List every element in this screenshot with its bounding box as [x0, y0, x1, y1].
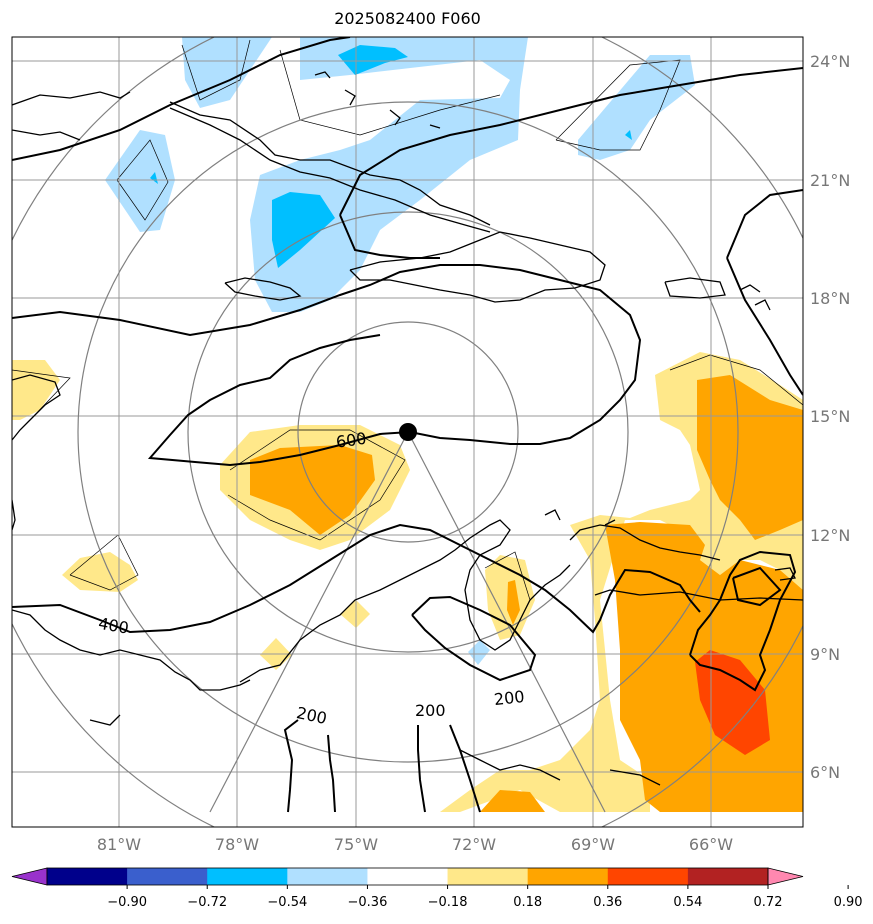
latitude-labels: 24°N 21°N 18°N 15°N 12°N 9°N 6°N: [810, 52, 850, 782]
lat-label-18n: 18°N: [810, 289, 850, 308]
longitude-labels: 81°W 78°W 75°W 72°W 69°W 66°W: [97, 835, 733, 854]
colorbar-tick-label: −0.36: [348, 895, 388, 910]
colorbar-tick-label: −0.18: [428, 895, 468, 910]
lat-label-9n: 9°N: [810, 645, 840, 664]
lon-label-72w: 72°W: [452, 835, 496, 854]
geopotential-contours: [12, 37, 803, 813]
colorbar-segment: [287, 868, 368, 885]
lon-label-81w: 81°W: [97, 835, 141, 854]
lon-label-66w: 66°W: [689, 835, 733, 854]
lat-label-24n: 24°N: [810, 52, 850, 71]
colorbar-tick-label: −0.72: [187, 895, 227, 910]
colorbar-segment: [127, 868, 208, 885]
colorbar-extend-high: [767, 867, 804, 886]
colorbar-tick-label: 0.72: [754, 895, 783, 910]
contour-label-200-c: 200: [493, 687, 525, 709]
contour-label-600: 600: [335, 429, 368, 452]
contour-label-200-a: 200: [295, 703, 329, 728]
colorbar-tick-label: −0.54: [267, 895, 307, 910]
colorbar-tick-label: 0.90: [834, 895, 863, 910]
colorbar-segment: [367, 868, 449, 885]
colorbar-segment: [207, 868, 288, 885]
contour-labels: 600 400 200 200 200: [97, 429, 526, 728]
shading-red-orange: [695, 650, 770, 755]
colorbar-tick-label: 0.36: [593, 895, 622, 910]
lon-label-75w: 75°W: [334, 835, 378, 854]
colorbar-segment: [447, 868, 529, 885]
graticule: [12, 37, 803, 827]
lat-label-12n: 12°N: [810, 526, 850, 545]
colorbar-extend-low: [11, 867, 48, 886]
map-title: 2025082400 F060: [334, 9, 481, 28]
lat-label-15n: 15°N: [810, 407, 850, 426]
colorbar-segment: [47, 868, 128, 885]
storm-center-marker: [399, 423, 417, 441]
map-area: [12, 37, 803, 827]
coastlines: [12, 71, 803, 786]
lat-label-6n: 6°N: [810, 763, 840, 782]
contour-label-400: 400: [97, 614, 130, 638]
colorbar-ticks: −0.90 −0.72 −0.54 −0.36 −0.18 0.18 0.36 0.54 0.7…: [107, 885, 863, 910]
colorbar-segment: [607, 868, 689, 885]
colorbar-segment: [687, 868, 769, 885]
colorbar-tick-label: −0.90: [107, 895, 147, 910]
colorbar-tick-label: 0.18: [513, 895, 542, 910]
colorbar: [11, 867, 804, 886]
range-rings: [12, 37, 803, 827]
colorbar-segment: [527, 868, 609, 885]
colorbar-tick-label: 0.54: [673, 895, 702, 910]
contour-label-200-b: 200: [415, 701, 446, 720]
colorbar-frame: [46, 867, 769, 886]
lon-label-69w: 69°W: [571, 835, 615, 854]
map-frame: [11, 36, 804, 828]
lon-label-78w: 78°W: [215, 835, 259, 854]
lat-label-21n: 21°N: [810, 171, 850, 190]
